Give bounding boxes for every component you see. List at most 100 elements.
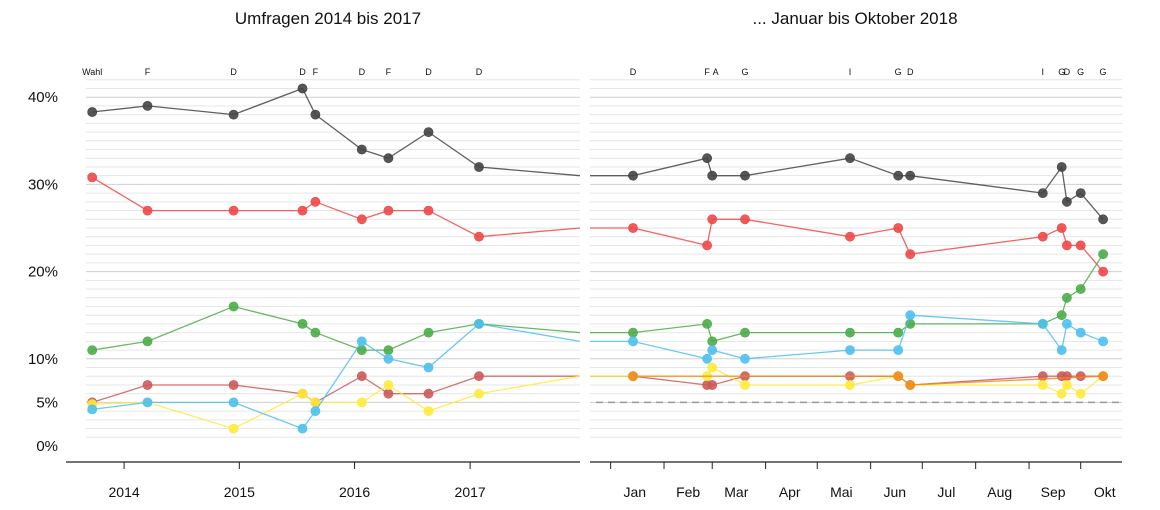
data-point	[845, 153, 855, 164]
y-tick-label: 0%	[36, 438, 58, 455]
data-point	[905, 310, 916, 321]
data-point	[423, 406, 434, 416]
data-point	[356, 371, 367, 382]
annotation-label: F	[313, 67, 319, 77]
data-point	[1075, 327, 1086, 338]
data-point	[740, 353, 750, 364]
data-point	[1056, 388, 1067, 399]
data-point	[228, 397, 239, 408]
data-point	[1037, 231, 1048, 242]
data-point	[1075, 284, 1086, 294]
data-point	[893, 223, 904, 233]
data-point	[628, 170, 638, 181]
data-point	[297, 83, 308, 94]
x-tick-label: Okt	[1094, 484, 1116, 500]
data-point	[423, 205, 434, 216]
data-point	[702, 318, 712, 329]
data-point	[1075, 188, 1086, 198]
data-point	[893, 345, 904, 355]
y-tick-label: 20%	[28, 264, 58, 281]
series-line	[92, 375, 581, 430]
data-point	[740, 380, 750, 390]
y-tick-label: 10%	[28, 351, 58, 368]
data-point	[905, 249, 916, 260]
data-point	[383, 380, 394, 390]
data-point	[1062, 380, 1072, 390]
data-point	[423, 388, 434, 399]
data-point	[1098, 266, 1108, 277]
data-point	[1062, 318, 1072, 329]
data-point	[356, 397, 367, 408]
chart-title-right: ... Januar bis Oktober 2018	[752, 9, 957, 28]
data-point	[423, 327, 434, 338]
x-tick-label: Jun	[883, 484, 906, 500]
data-point	[1062, 240, 1072, 251]
data-point	[845, 380, 855, 390]
x-tick-label: 2014	[109, 484, 140, 500]
data-point	[87, 345, 98, 355]
data-point	[356, 214, 367, 225]
annotation-label: F	[704, 67, 710, 77]
y-tick-label: 5%	[36, 394, 58, 411]
data-point	[707, 170, 718, 181]
data-point	[893, 327, 904, 338]
data-point	[142, 380, 153, 390]
data-point	[297, 205, 308, 216]
annotation-label: G	[741, 67, 748, 77]
annotation-label: D	[230, 67, 237, 77]
y-tick-label: 30%	[28, 176, 58, 193]
annotation-label: G	[895, 67, 902, 77]
data-point	[1037, 188, 1048, 198]
data-point	[628, 223, 638, 233]
data-point	[1098, 249, 1108, 260]
data-point	[845, 345, 855, 355]
data-point	[1075, 371, 1086, 382]
data-point	[1056, 310, 1067, 321]
x-tick-label: Jul	[937, 484, 955, 500]
data-point	[1056, 162, 1067, 172]
annotation-label: F	[145, 67, 151, 77]
data-point	[740, 214, 750, 225]
data-point	[228, 301, 239, 312]
annotation-label: D	[299, 67, 306, 77]
data-point	[142, 101, 153, 111]
data-point	[474, 318, 484, 329]
data-point	[1098, 336, 1108, 347]
data-point	[707, 345, 718, 355]
data-point	[356, 144, 367, 155]
annotation-label: Wahl	[82, 67, 102, 77]
data-point	[1075, 388, 1086, 399]
annotation-label: D	[476, 67, 483, 77]
data-point	[383, 205, 394, 216]
annotation-label: D	[907, 67, 914, 77]
x-tick-label: Mai	[830, 484, 853, 500]
annotation-label: D	[1064, 67, 1071, 77]
series-layer	[87, 83, 1120, 434]
data-point	[628, 336, 638, 347]
chart-title-left: Umfragen 2014 bis 2017	[235, 9, 421, 28]
data-point	[228, 423, 239, 434]
data-point	[1037, 318, 1048, 329]
annotation-label: A	[713, 67, 719, 77]
data-point	[893, 170, 904, 181]
data-point	[1098, 214, 1108, 225]
data-point	[707, 380, 718, 390]
data-point	[628, 371, 638, 382]
data-point	[474, 371, 484, 382]
data-point	[423, 127, 434, 138]
data-point	[1062, 371, 1072, 382]
annotation-label: I	[849, 67, 852, 77]
data-point	[142, 336, 153, 347]
data-point	[707, 214, 718, 225]
data-point	[740, 170, 750, 181]
data-point	[297, 388, 308, 399]
data-point	[893, 371, 904, 382]
data-point	[87, 107, 98, 117]
series-line	[92, 305, 581, 351]
data-point	[356, 336, 367, 347]
data-point	[628, 327, 638, 338]
data-point	[383, 345, 394, 355]
annotation-label: D	[630, 67, 637, 77]
data-point	[297, 423, 308, 434]
